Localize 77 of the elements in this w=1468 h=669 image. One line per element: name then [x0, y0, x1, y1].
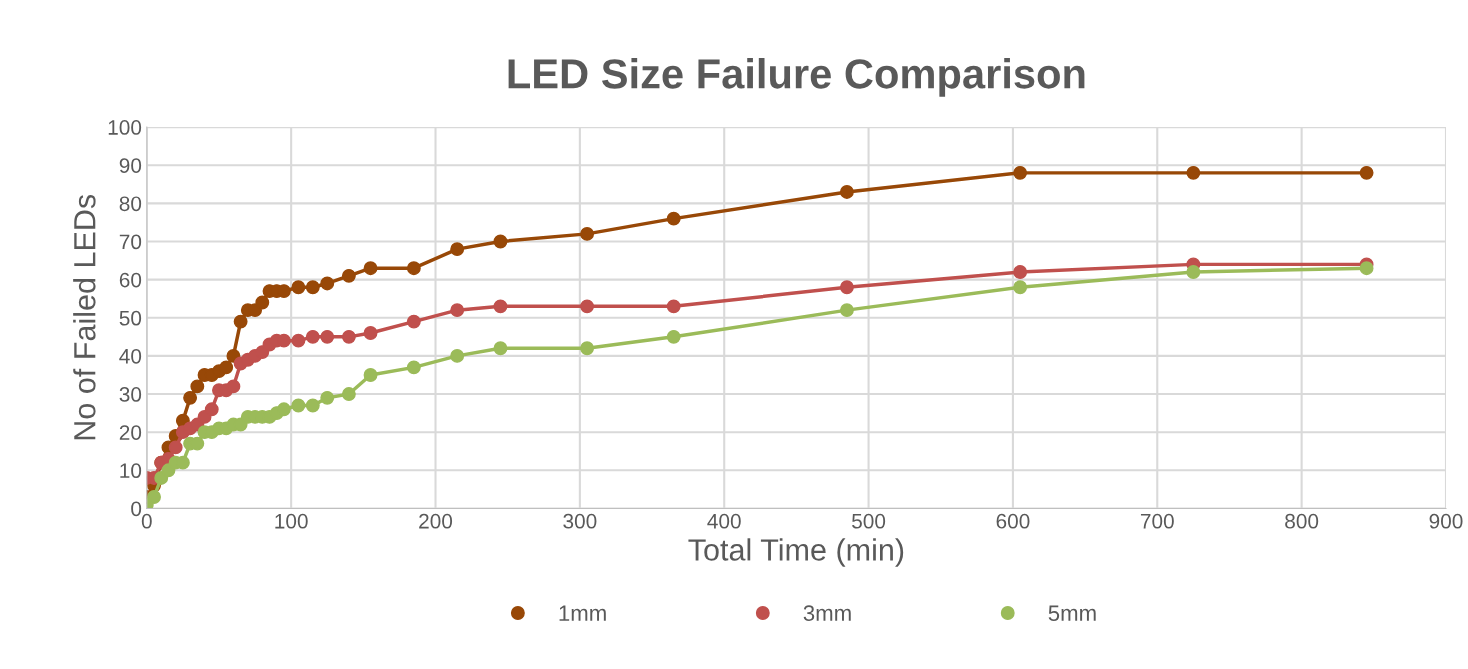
x-tick-label: 300 — [563, 513, 597, 529]
point — [406, 314, 421, 329]
x-tick-label: 400 — [707, 513, 741, 529]
point — [1359, 261, 1374, 276]
point — [493, 341, 508, 356]
y-tick-label: 10 — [120, 463, 142, 479]
point — [341, 387, 356, 401]
point — [666, 329, 681, 344]
point — [183, 390, 198, 405]
point — [320, 276, 335, 291]
x-tick-label: 900 — [1429, 513, 1463, 529]
point — [363, 261, 378, 276]
x-axis-title: Total Time (min) — [688, 538, 904, 567]
point — [305, 280, 320, 295]
point — [839, 280, 854, 295]
point — [666, 299, 681, 314]
x-tick-label: 200 — [419, 513, 453, 529]
legend-label: 1mm — [559, 605, 606, 621]
x-tick-label: 500 — [852, 513, 886, 529]
y-tick-label: 30 — [119, 387, 142, 402]
point — [305, 398, 320, 413]
y-tick-label: 100 — [108, 120, 142, 135]
point — [168, 440, 183, 455]
point — [450, 348, 465, 363]
point — [666, 211, 681, 226]
point — [406, 261, 421, 276]
point — [580, 226, 595, 241]
point — [341, 329, 356, 344]
point — [450, 303, 465, 318]
y-tick-label: 90 — [119, 158, 142, 173]
point — [233, 314, 248, 329]
point — [363, 326, 378, 340]
y-tick-label: 50 — [119, 310, 142, 326]
point — [320, 390, 335, 405]
point — [291, 333, 306, 348]
point — [450, 242, 465, 257]
y-tick-label: 40 — [119, 348, 142, 364]
y-tick-label: 70 — [119, 234, 142, 250]
point — [276, 402, 291, 417]
point — [219, 360, 234, 375]
y-tick-label: 20 — [119, 425, 142, 440]
point — [1013, 165, 1028, 180]
legend-label: 3mm — [803, 605, 851, 622]
y-tick-label: 0 — [131, 501, 142, 517]
point — [1186, 265, 1201, 279]
y-tick-label: 60 — [119, 272, 142, 288]
point — [839, 184, 854, 199]
point — [1186, 165, 1201, 180]
y-tick-label: 80 — [119, 196, 142, 212]
point — [291, 398, 306, 413]
point — [1013, 265, 1028, 279]
point — [839, 303, 854, 318]
point — [341, 268, 356, 283]
point — [255, 295, 270, 310]
x-tick-label: 0 — [141, 513, 152, 529]
point — [291, 280, 306, 295]
chart-title: LED Size Failure Comparison — [508, 58, 1085, 97]
point — [320, 329, 335, 344]
x-tick-label: 600 — [996, 513, 1030, 529]
point — [493, 299, 508, 314]
point — [226, 379, 241, 394]
y-axis-title: No of Failed LEDs — [73, 194, 96, 440]
point — [1359, 165, 1374, 180]
point — [204, 402, 219, 417]
legend-label: 5mm — [1048, 605, 1096, 622]
point — [147, 490, 161, 504]
point — [305, 329, 320, 344]
point — [493, 234, 508, 249]
point — [363, 368, 378, 382]
x-tick-label: 800 — [1285, 513, 1319, 529]
point — [190, 379, 205, 394]
x-tick-label: 100 — [275, 513, 308, 529]
point — [406, 360, 421, 375]
x-tick-label: 700 — [1140, 513, 1174, 529]
point — [1013, 280, 1028, 295]
point — [580, 299, 595, 314]
point — [580, 341, 595, 356]
